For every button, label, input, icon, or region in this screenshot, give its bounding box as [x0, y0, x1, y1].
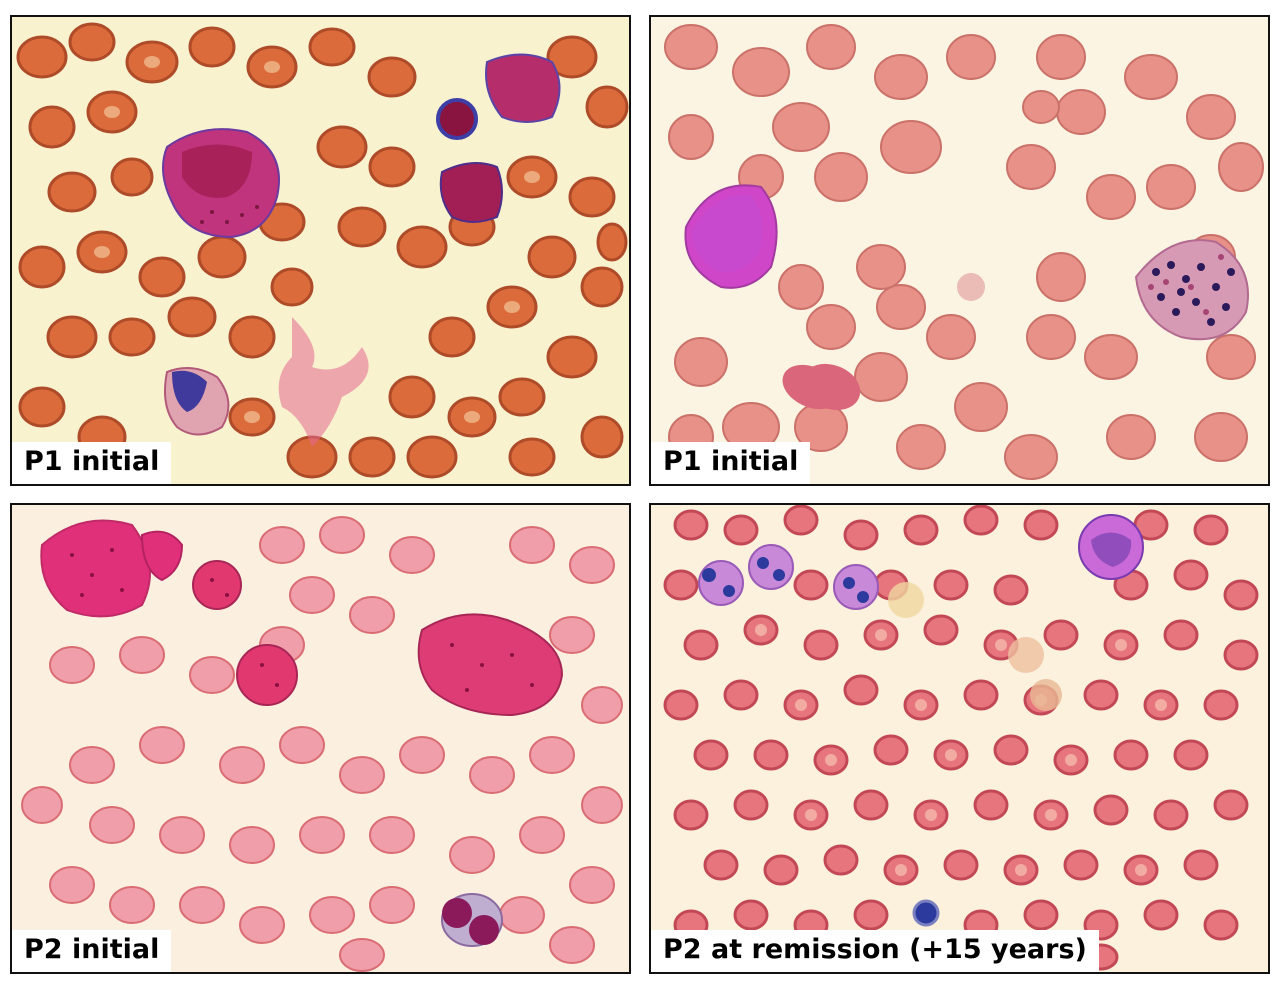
micrograph-image-1	[12, 17, 629, 484]
panel-4-caption: P2 at remission (+15 years)	[651, 930, 1099, 972]
micrograph-image-2	[651, 17, 1268, 484]
micrograph-image-4	[651, 505, 1268, 972]
micrograph-panel-3: P2 initial	[10, 503, 631, 974]
micrograph-panel-4: P2 at remission (+15 years)	[649, 503, 1270, 974]
micrograph-image-3	[12, 505, 629, 972]
micrograph-panel-1: P1 initial	[10, 15, 631, 486]
panel-1-caption: P1 initial	[12, 442, 172, 484]
panel-3-caption: P2 initial	[12, 930, 172, 972]
panel-2-caption: P1 initial	[651, 442, 811, 484]
micrograph-panel-2: P1 initial	[649, 15, 1270, 486]
